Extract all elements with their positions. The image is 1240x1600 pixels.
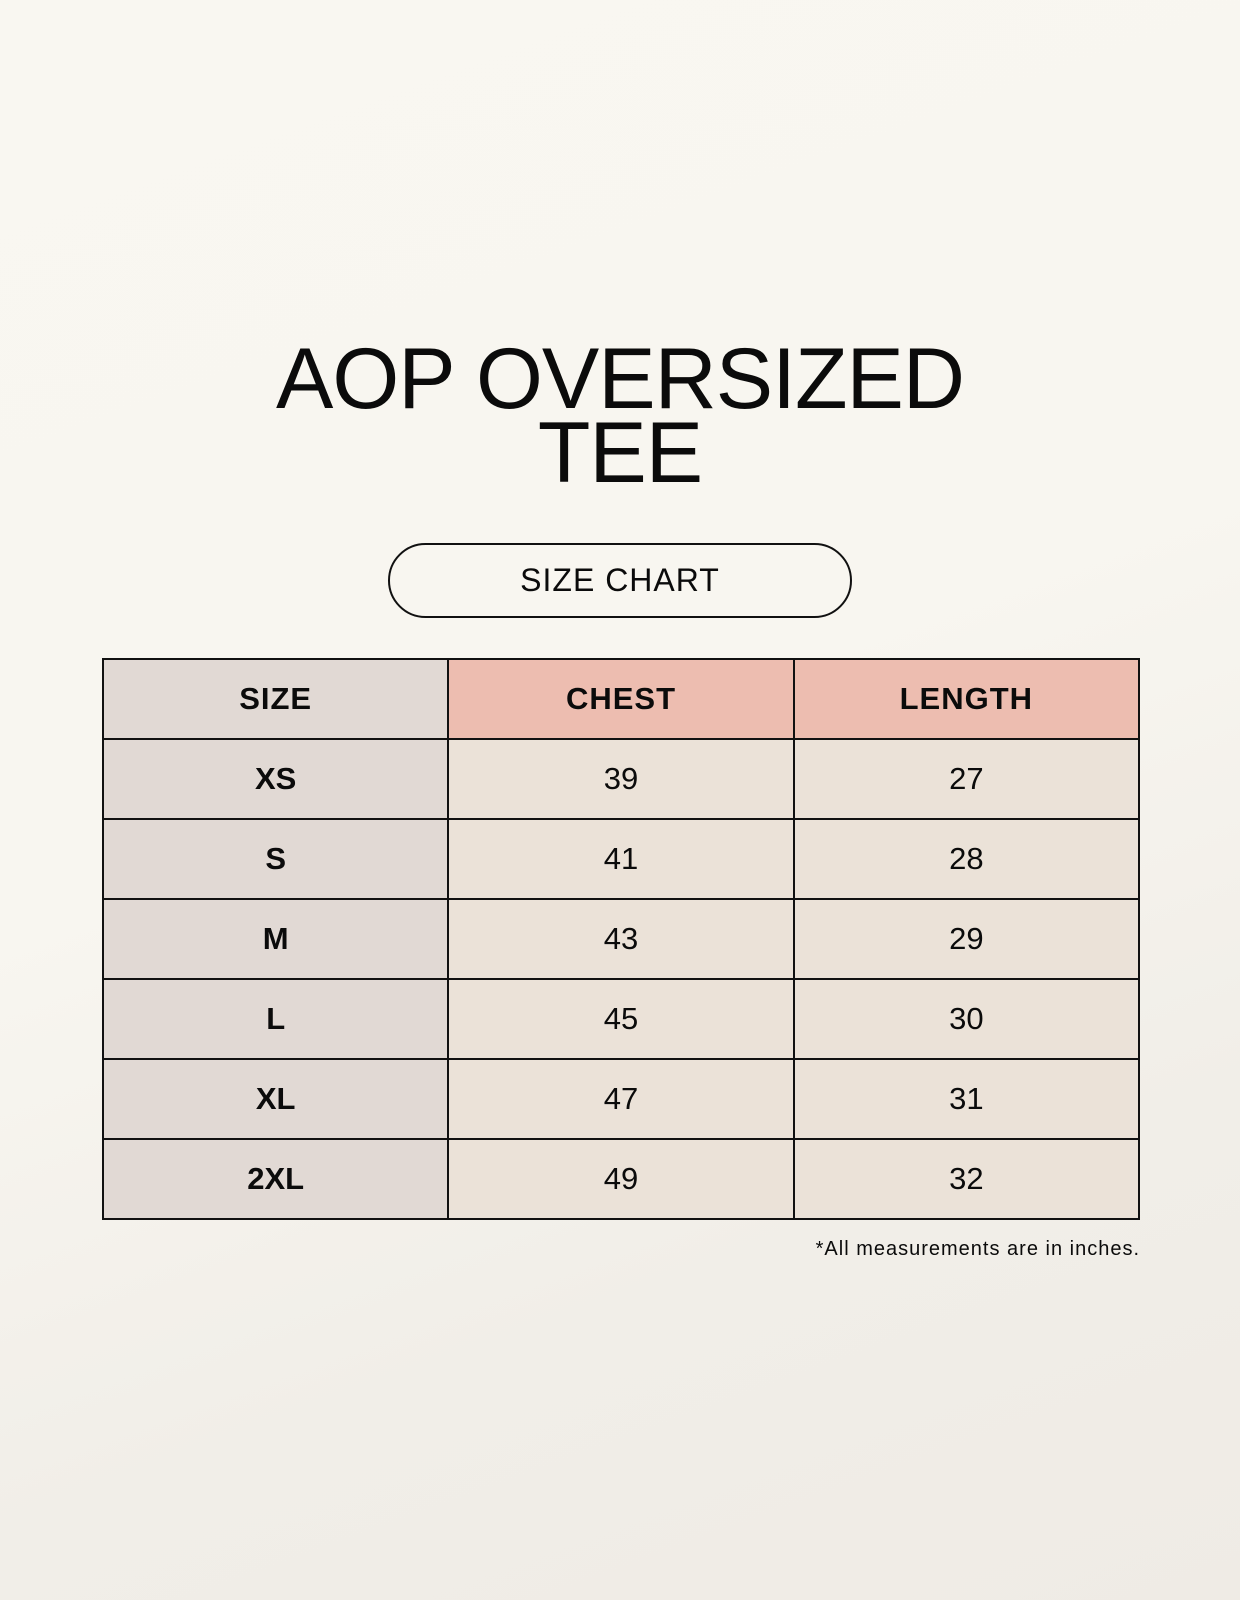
length-cell: 27 <box>792 738 1141 820</box>
size-table: SIZE CHEST LENGTH XS 39 27 S 41 28 M 43 29 L 45 30 X… <box>101 658 1141 1220</box>
chest-cell: 39 <box>447 738 795 820</box>
title-line-1: AOP OVERSIZED <box>276 331 965 427</box>
length-cell: 32 <box>792 1138 1141 1220</box>
size-cell: L <box>101 978 450 1060</box>
length-cell: 30 <box>792 978 1141 1060</box>
footnote: *All measurements are in inches. <box>815 1238 1140 1260</box>
chest-cell: 43 <box>447 898 795 980</box>
header-size: SIZE <box>101 658 450 740</box>
title-line-2: TEE <box>537 405 703 501</box>
page-title: AOP OVERSIZED TEE <box>0 331 1240 501</box>
header-length: LENGTH <box>792 658 1141 740</box>
size-chart-label: SIZE CHART <box>388 543 852 618</box>
size-cell: 2XL <box>101 1138 450 1220</box>
table-row: XL 47 31 <box>101 1058 1141 1140</box>
table-row: L 45 30 <box>101 978 1141 1060</box>
table-row: S 41 28 <box>101 818 1141 900</box>
size-cell: XL <box>101 1058 450 1140</box>
chest-cell: 41 <box>447 818 795 900</box>
size-cell: XS <box>101 738 450 820</box>
header-chest: CHEST <box>447 658 795 740</box>
length-cell: 31 <box>792 1058 1141 1140</box>
table-row: XS 39 27 <box>101 738 1141 820</box>
size-cell: S <box>101 818 450 900</box>
length-cell: 29 <box>792 898 1141 980</box>
table-row: M 43 29 <box>101 898 1141 980</box>
size-cell: M <box>101 898 450 980</box>
length-cell: 28 <box>792 818 1141 900</box>
chest-cell: 49 <box>447 1138 795 1220</box>
chest-cell: 45 <box>447 978 795 1060</box>
table-header-row: SIZE CHEST LENGTH <box>101 658 1141 740</box>
chest-cell: 47 <box>447 1058 795 1140</box>
table-row: 2XL 49 32 <box>101 1138 1141 1220</box>
